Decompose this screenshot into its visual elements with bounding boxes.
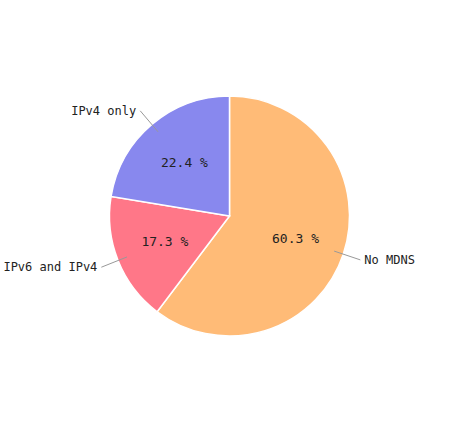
- category-label: IPv4 only: [71, 104, 136, 118]
- leader-line: [140, 111, 158, 132]
- slices: [109, 96, 349, 336]
- labels: 60.3 % No MDNS 17.3 % IPv6 and IPv4 22.4 % IP…: [3, 104, 414, 274]
- chart: 60.3 % No MDNS 17.3 % IPv6 and IPv4 22.4 % IP…: [0, 0, 459, 432]
- data-label: 17.3 %: [141, 234, 188, 249]
- category-label: IPv6 and IPv4: [3, 260, 97, 274]
- leader-line: [334, 251, 360, 260]
- chart-container: 60.3 % No MDNS 17.3 % IPv6 and IPv4 22.4 % IP…: [0, 0, 459, 432]
- data-label: 60.3 %: [272, 231, 319, 246]
- data-label: 22.4 %: [161, 155, 208, 170]
- category-label: No MDNS: [364, 253, 415, 267]
- leader-line: [101, 257, 127, 267]
